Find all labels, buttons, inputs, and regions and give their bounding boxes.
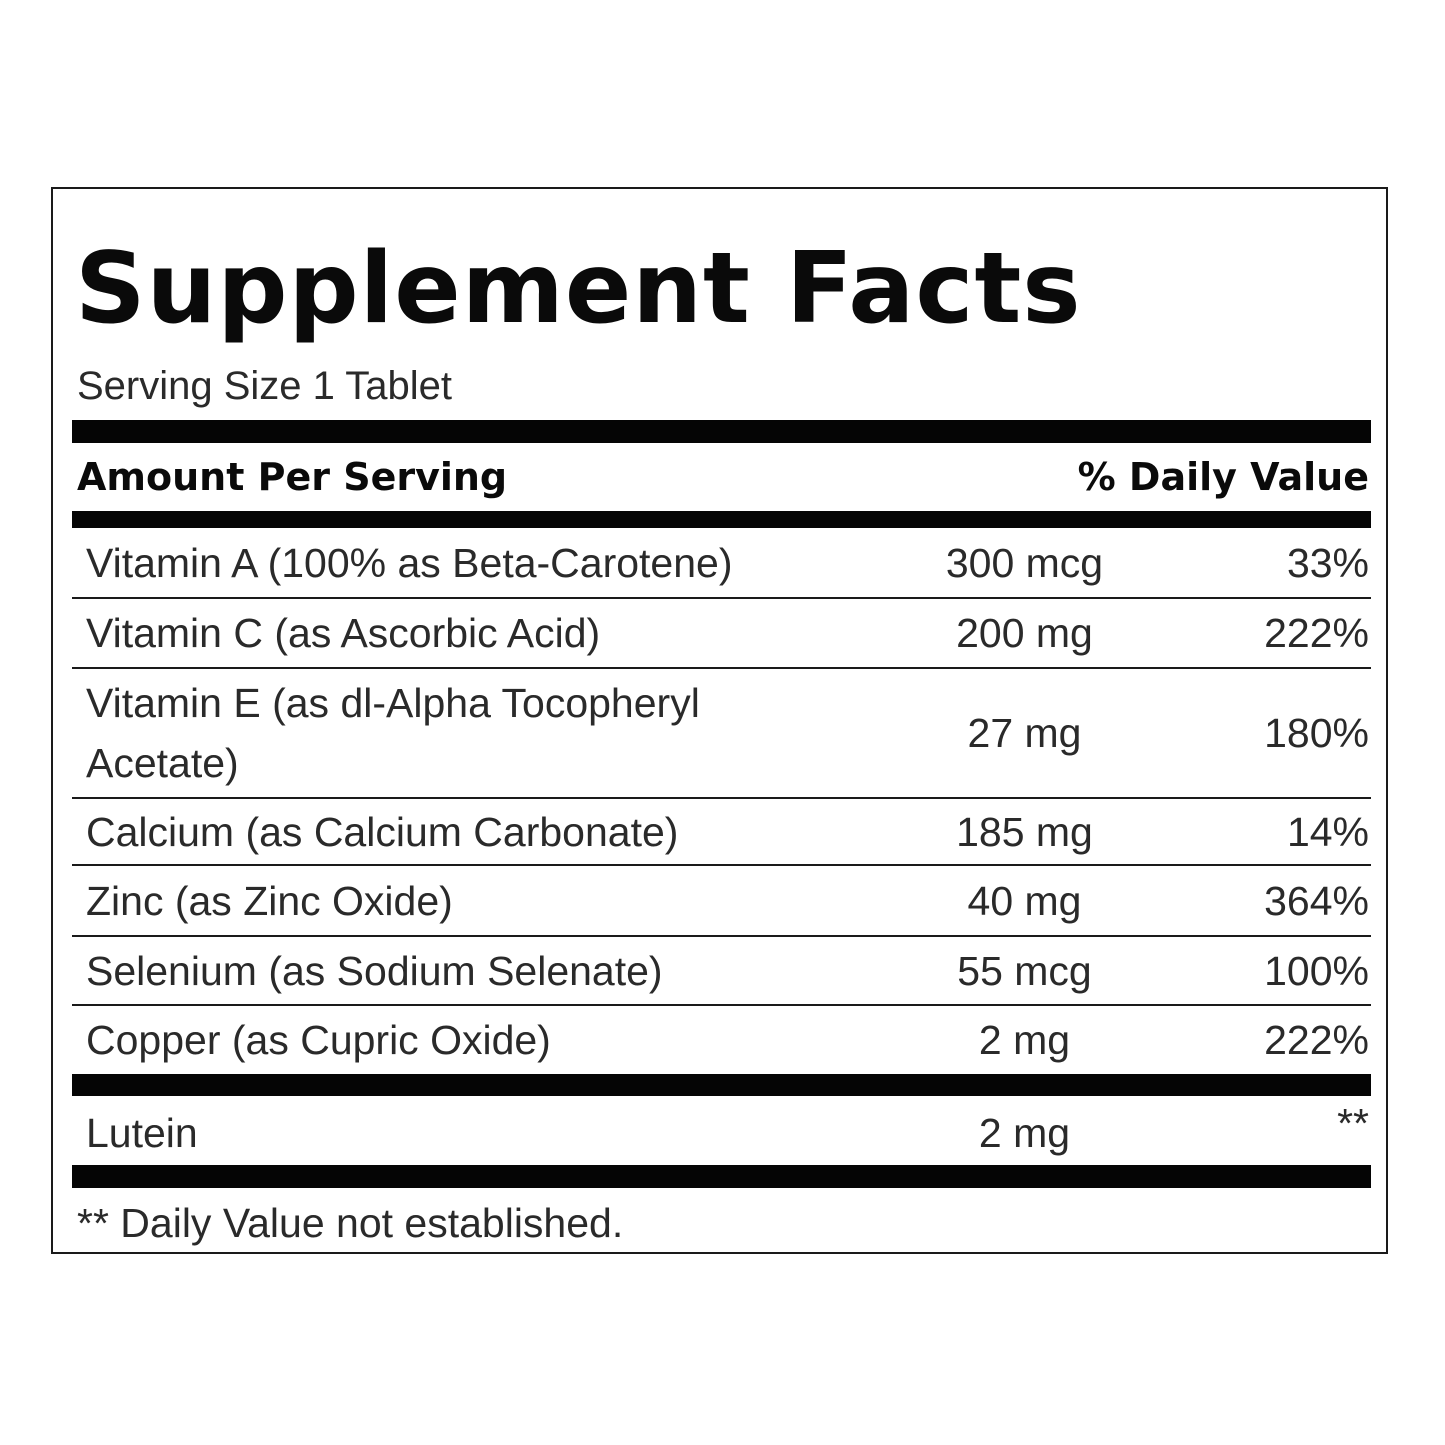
nutrient-name: Vitamin E (as dl-Alpha Tocopheryl Acetat… — [86, 680, 700, 786]
nutrient-amount: 300 mcg — [945, 540, 1104, 586]
daily-value-header: % Daily Value — [1077, 455, 1369, 499]
nutrient-daily-value: 180% — [1264, 710, 1369, 756]
supplement-facts-panel: Supplement Facts Serving Size 1 Tablet A… — [51, 187, 1388, 1254]
nutrient-row-selenium: Selenium (as Sodium Selenate) 55 mcg 100… — [72, 937, 1371, 1006]
nutrient-name: Copper (as Cupric Oxide) — [86, 1017, 551, 1063]
nutrient-name: Vitamin A (100% as Beta-Carotene) — [86, 540, 733, 586]
nutrient-name: Selenium (as Sodium Selenate) — [86, 947, 663, 994]
nutrient-amount: 55 mcg — [957, 947, 1092, 994]
thick-divider-header — [72, 511, 1371, 528]
nutrient-name: Vitamin C (as Ascorbic Acid) — [86, 610, 601, 656]
nutrient-row-zinc: Zinc (as Zinc Oxide) 40 mg 364% — [72, 866, 1371, 937]
nutrient-daily-value: 33% — [1286, 540, 1369, 586]
amount-per-serving-header: Amount Per Serving — [77, 455, 508, 499]
footnote: ** Daily Value not established. — [77, 1200, 624, 1246]
nutrient-daily-value: 364% — [1264, 877, 1369, 924]
nutrient-name: Calcium (as Calcium Carbonate) — [86, 808, 679, 855]
other-ingredient-name: Lutein — [86, 1110, 198, 1156]
nutrient-amount: 40 mg — [967, 877, 1082, 924]
column-header: Amount Per Serving % Daily Value — [77, 451, 1369, 503]
other-ingredient-row-lutein: Lutein 2 mg ** — [72, 1097, 1371, 1165]
thick-divider-bottom — [72, 1165, 1371, 1188]
nutrient-name: Zinc (as Zinc Oxide) — [86, 877, 453, 924]
nutrient-amount: 2 mg — [978, 1017, 1071, 1063]
nutrient-amount: 185 mg — [956, 808, 1093, 855]
serving-size: Serving Size 1 Tablet — [77, 364, 453, 408]
other-ingredient-daily-value: ** — [1337, 1100, 1369, 1146]
nutrient-amount: 27 mg — [967, 710, 1082, 756]
nutrient-daily-value: 222% — [1264, 610, 1369, 656]
nutrient-daily-value: 14% — [1286, 808, 1369, 855]
nutrient-row-vitamin-a: Vitamin A (100% as Beta-Carotene) 300 mc… — [72, 529, 1371, 599]
nutrient-daily-value: 100% — [1264, 947, 1369, 994]
nutrient-row-copper: Copper (as Cupric Oxide) 2 mg 222% — [72, 1006, 1371, 1074]
nutrient-row-vitamin-c: Vitamin C (as Ascorbic Acid) 200 mg 222% — [72, 599, 1371, 669]
nutrient-table: Vitamin A (100% as Beta-Carotene) 300 mc… — [72, 529, 1371, 1074]
nutrient-row-vitamin-e: Vitamin E (as dl-Alpha Tocopheryl Acetat… — [72, 669, 1371, 799]
nutrient-row-calcium: Calcium (as Calcium Carbonate) 185 mg 14… — [72, 799, 1371, 866]
label-title: Supplement Facts — [75, 232, 1082, 346]
nutrient-daily-value: 222% — [1264, 1017, 1369, 1063]
thick-divider-top — [72, 420, 1371, 443]
other-ingredient-amount: 2 mg — [978, 1110, 1071, 1156]
thick-divider-other — [72, 1074, 1371, 1096]
nutrient-amount: 200 mg — [956, 610, 1093, 656]
